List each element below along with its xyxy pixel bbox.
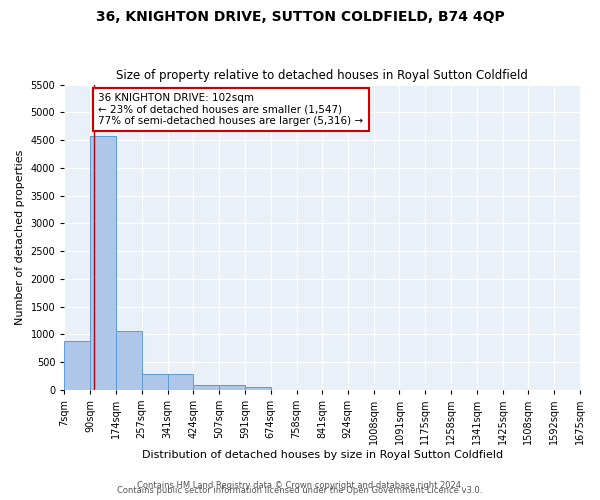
Title: Size of property relative to detached houses in Royal Sutton Coldfield: Size of property relative to detached ho… <box>116 69 528 82</box>
Y-axis label: Number of detached properties: Number of detached properties <box>15 150 25 325</box>
X-axis label: Distribution of detached houses by size in Royal Sutton Coldfield: Distribution of detached houses by size … <box>142 450 503 460</box>
Bar <box>193 386 219 390</box>
Text: 36 KNIGHTON DRIVE: 102sqm
← 23% of detached houses are smaller (1,547)
77% of se: 36 KNIGHTON DRIVE: 102sqm ← 23% of detac… <box>98 93 364 126</box>
Bar <box>245 387 271 390</box>
Bar <box>64 341 90 390</box>
Text: Contains public sector information licensed under the Open Government Licence v3: Contains public sector information licen… <box>118 486 482 495</box>
Bar <box>90 136 116 390</box>
Text: 36, KNIGHTON DRIVE, SUTTON COLDFIELD, B74 4QP: 36, KNIGHTON DRIVE, SUTTON COLDFIELD, B7… <box>95 10 505 24</box>
Bar <box>167 374 193 390</box>
Text: Contains HM Land Registry data © Crown copyright and database right 2024.: Contains HM Land Registry data © Crown c… <box>137 481 463 490</box>
Bar <box>219 386 245 390</box>
Bar <box>142 374 167 390</box>
Bar <box>116 331 142 390</box>
